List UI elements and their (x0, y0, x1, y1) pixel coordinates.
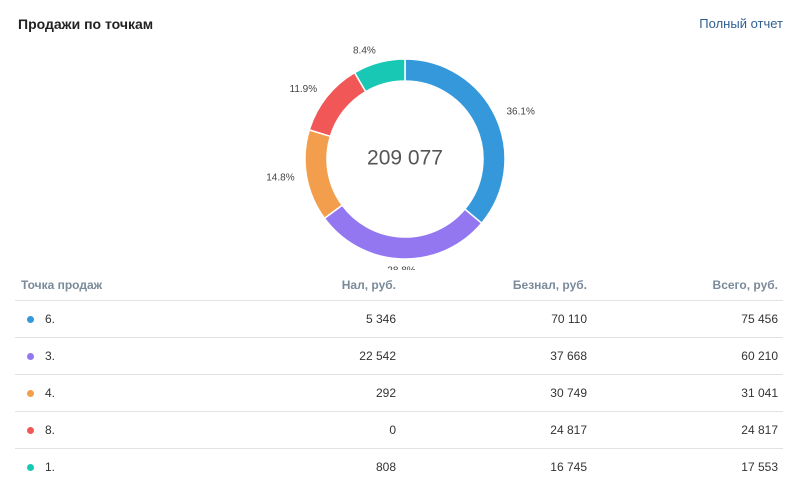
row-name-cell: 1. (15, 460, 205, 474)
row-total: 31 041 (741, 386, 778, 400)
row-card: 16 745 (550, 460, 587, 474)
row-cash: 292 (375, 386, 396, 400)
row-cash: 808 (375, 460, 396, 474)
row-name-cell: 4. (15, 386, 205, 400)
donut-slice-1[interactable] (404, 58, 506, 225)
donut-slice-2[interactable] (323, 204, 483, 260)
row-card: 70 110 (551, 312, 587, 326)
table-row: 3. 22 542 37 668 60 210 (15, 337, 783, 374)
table-row: 4. 292 30 749 31 041 (15, 374, 783, 411)
header-cash[interactable]: Нал, руб. (341, 278, 396, 292)
donut-chart: 36.1% 28.8% 14.8% 11.9% 8.4% 209 077 (266, 46, 535, 270)
row-total: 17 553 (741, 460, 778, 474)
row-name: 8. (45, 423, 56, 437)
legend-dot (27, 315, 34, 323)
header-card[interactable]: Безнал, руб. (512, 278, 587, 292)
row-cash: 5 346 (365, 312, 396, 326)
table-row: 8. 0 24 817 24 817 (15, 411, 783, 448)
donut-slice-4[interactable] (308, 71, 367, 138)
slice-percent-label: 14.8% (266, 173, 294, 184)
legend-dot (27, 426, 34, 434)
row-card: 37 668 (550, 349, 587, 363)
legend-dot (27, 389, 34, 397)
row-total: 60 210 (741, 349, 778, 363)
legend-dot (27, 463, 34, 471)
donut-slice-5[interactable] (353, 58, 406, 93)
full-report-link[interactable]: Полный отчет (699, 16, 783, 31)
slice-percent-label: 36.1% (506, 106, 534, 117)
row-name: 3. (45, 349, 56, 363)
sales-table: Точка продаж Нал, руб. Безнал, руб. Всег… (15, 270, 783, 485)
row-card: 24 817 (550, 423, 587, 437)
donut-slice-3[interactable] (304, 128, 344, 220)
slice-percent-label: 11.9% (290, 84, 318, 95)
row-name: 4. (45, 386, 56, 400)
row-name: 1. (45, 460, 56, 474)
row-cash: 22 542 (359, 349, 396, 363)
slice-percent-label: 28.8% (387, 266, 415, 270)
table-row: 1. 808 16 745 17 553 (15, 448, 783, 485)
row-cash: 0 (389, 423, 396, 437)
header-name[interactable]: Точка продаж (21, 278, 103, 292)
slice-percent-label: 8.4% (353, 46, 376, 57)
row-name-cell: 6. (15, 312, 205, 326)
row-total: 24 817 (741, 423, 778, 437)
center-total: 209 077 (367, 147, 443, 170)
legend-dot (27, 352, 34, 360)
row-name-cell: 8. (15, 423, 205, 437)
page-title: Продажи по точкам (18, 16, 154, 32)
table-row: 6. 5 346 70 110 75 456 (15, 300, 783, 337)
row-name-cell: 3. (15, 349, 205, 363)
row-name: 6. (45, 312, 56, 326)
row-card: 30 749 (550, 386, 587, 400)
header-total[interactable]: Всего, руб. (712, 278, 778, 292)
row-total: 75 456 (741, 312, 778, 326)
table-header: Точка продаж Нал, руб. Безнал, руб. Всег… (15, 270, 783, 300)
